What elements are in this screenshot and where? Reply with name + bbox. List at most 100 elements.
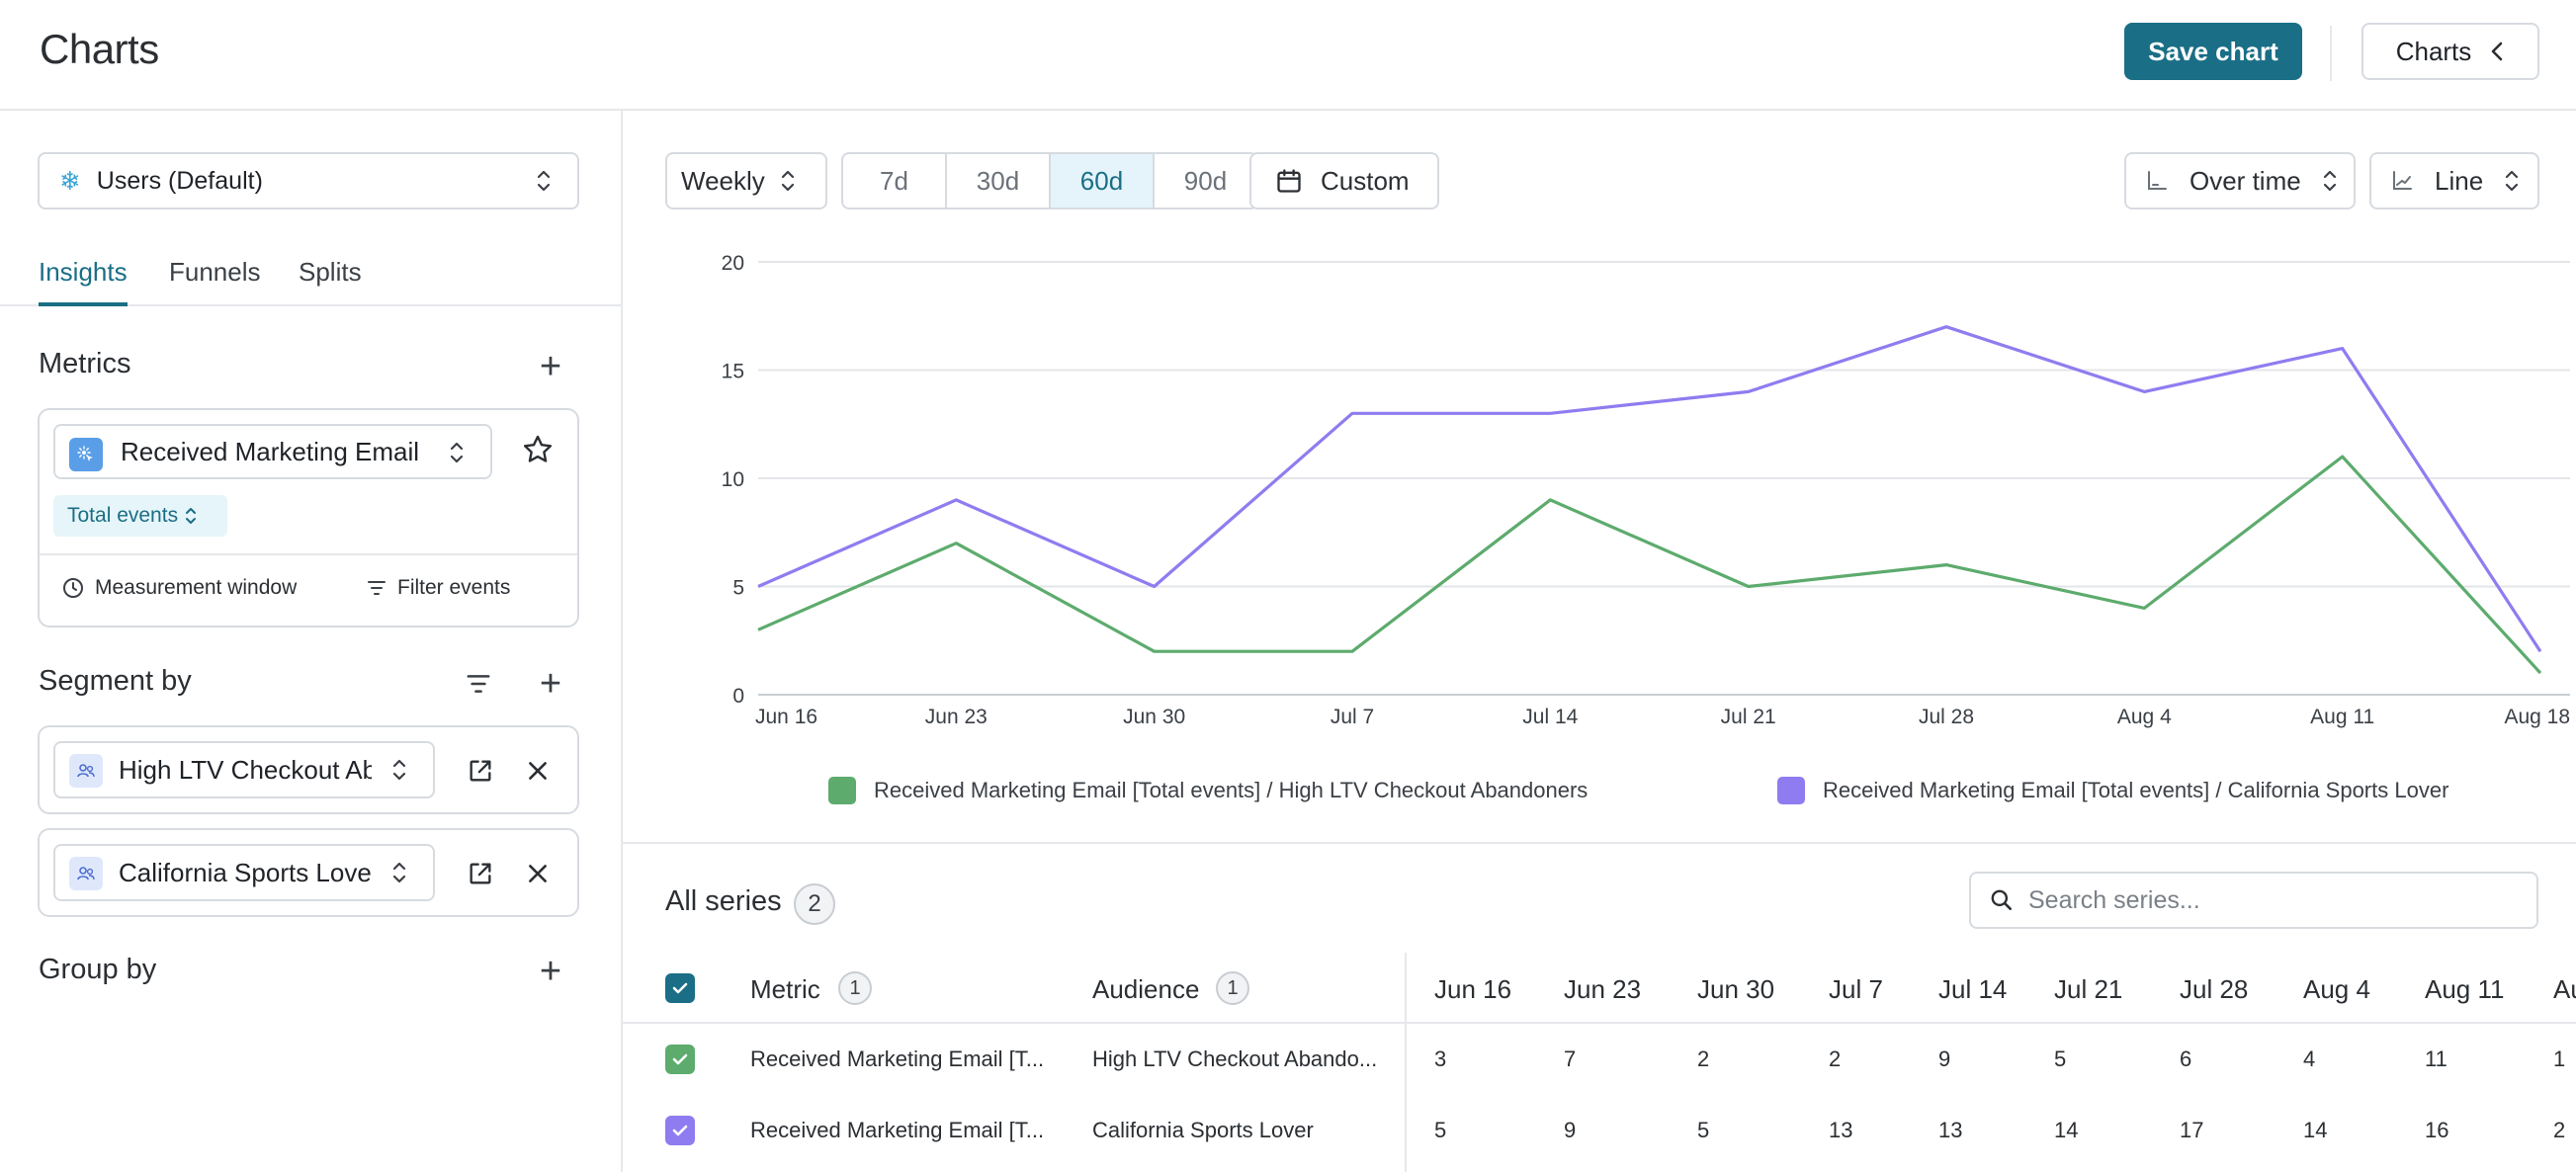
table-cell: 4 <box>2303 1046 2316 1071</box>
row-metric: Received Marketing Email [T... <box>750 1046 1045 1071</box>
table-cell: 6 <box>2180 1046 2192 1071</box>
x-tick-label: Aug 11 <box>2310 706 2374 728</box>
y-tick-label: 5 <box>732 577 744 600</box>
updown-chevron-icon <box>391 860 407 885</box>
chevron-left-icon <box>2491 42 2503 61</box>
table-cell: 5 <box>2054 1046 2067 1071</box>
series-checkbox[interactable] <box>665 1045 695 1074</box>
legend-item[interactable]: Received Marketing Email [Total events] … <box>1777 777 2448 804</box>
table-row: Received Marketing Email [T... High LTV … <box>623 1024 2576 1095</box>
custom-range-button[interactable]: Custom <box>1249 152 1439 209</box>
audience-count-badge: 1 <box>1216 971 1249 1005</box>
metrics-section-title: Metrics <box>39 348 131 379</box>
event-icon <box>69 438 103 471</box>
x-tick-label: Jul 21 <box>1721 706 1776 728</box>
table-cell: 5 <box>1434 1118 1447 1142</box>
granularity-select[interactable]: Weekly <box>665 152 827 209</box>
table-cell: 14 <box>2303 1118 2328 1142</box>
external-link-icon <box>470 863 491 884</box>
series-checkbox[interactable] <box>665 1116 695 1145</box>
check-icon <box>672 1125 688 1136</box>
date-column-header[interactable]: Jun 30 <box>1697 974 1775 1004</box>
page-title: Charts <box>40 26 159 72</box>
add-group-button[interactable]: + <box>539 950 562 992</box>
updown-chevron-icon <box>2504 168 2520 194</box>
aggregation-select[interactable]: Total events <box>53 495 228 537</box>
chart-type-label: Line <box>2435 165 2484 196</box>
tab-funnels[interactable]: Funnels <box>169 257 261 287</box>
table-cell: 3 <box>1434 1046 1447 1071</box>
segment-card: High LTV Checkout Abandoners <box>38 725 579 814</box>
segment-filter-button[interactable] <box>459 664 498 704</box>
x-tick-label: Jul 14 <box>1522 706 1578 728</box>
view-mode-select[interactable]: Over time <box>2124 152 2356 209</box>
updown-chevron-icon <box>184 505 198 527</box>
date-column-header[interactable]: Au <box>2553 974 2576 1004</box>
legend-label: Received Marketing Email [Total events] … <box>1823 778 2449 802</box>
x-tick-label: Aug 18 <box>2504 706 2570 728</box>
column-divider <box>1405 953 1407 1172</box>
custom-range-label: Custom <box>1321 165 1410 196</box>
audience-column-header[interactable]: Audience <box>1092 974 1200 1004</box>
granularity-label: Weekly <box>681 165 765 196</box>
date-column-header[interactable]: Jul 21 <box>2054 974 2123 1004</box>
metric-column-header[interactable]: Metric <box>750 974 820 1004</box>
tab-splits[interactable]: Splits <box>299 257 362 287</box>
updown-chevron-icon <box>780 168 796 194</box>
add-metric-button[interactable]: + <box>539 345 562 387</box>
date-column-header[interactable]: Jun 16 <box>1434 974 1512 1004</box>
favorite-metric-button[interactable] <box>518 430 558 469</box>
view-mode-label: Over time <box>2190 165 2301 196</box>
date-column-header[interactable]: Jun 23 <box>1564 974 1642 1004</box>
series-line[interactable] <box>757 325 2542 653</box>
row-audience: High LTV Checkout Abando... <box>1092 1046 1378 1071</box>
segment-section-title: Segment by <box>39 665 192 697</box>
date-column-header[interactable]: Jul 14 <box>1938 974 2008 1004</box>
range-90d-button[interactable]: 90d <box>1183 165 1228 196</box>
save-chart-button[interactable]: Save chart <box>2124 23 2302 80</box>
filter-icon <box>467 675 490 693</box>
check-icon <box>672 1053 688 1065</box>
row-audience: California Sports Lover <box>1092 1118 1314 1142</box>
segment-card: California Sports Lover <box>38 828 579 917</box>
legend-item[interactable]: Received Marketing Email [Total events] … <box>828 777 1588 804</box>
series-line[interactable] <box>757 455 2542 675</box>
add-segment-button[interactable]: + <box>539 662 562 705</box>
date-column-header[interactable]: Jul 7 <box>1829 974 1883 1004</box>
updown-chevron-icon <box>2322 168 2338 194</box>
measurement-window-button[interactable]: Measurement window <box>61 576 297 600</box>
select-all-checkbox[interactable] <box>665 973 695 1003</box>
date-column-header[interactable]: Aug 4 <box>2303 974 2370 1004</box>
metric-select[interactable]: Received Marketing Email <box>53 424 492 479</box>
x-tick-label: Jun 30 <box>1123 706 1185 728</box>
filter-events-button[interactable]: Filter events <box>366 576 510 600</box>
segment-name: California Sports Lover <box>119 857 372 887</box>
analysis-tabs: Insights Funnels Splits <box>0 257 623 306</box>
date-column-header[interactable]: Jul 28 <box>2180 974 2249 1004</box>
open-segment-button[interactable] <box>461 854 500 893</box>
table-cell: 17 <box>2180 1118 2204 1142</box>
remove-segment-button[interactable] <box>518 751 558 791</box>
filter-events-label: Filter events <box>397 576 511 599</box>
series-table-section: All series 2 Search series... Metric 1 A… <box>623 842 2576 1172</box>
remove-segment-button[interactable] <box>518 854 558 893</box>
chart-type-select[interactable]: Line <box>2369 152 2539 209</box>
datasource-select[interactable]: ❄ Users (Default) <box>38 152 579 209</box>
charts-panel-toggle-button[interactable]: Charts <box>2361 23 2539 80</box>
measurement-window-label: Measurement window <box>95 576 298 599</box>
range-7d-button[interactable]: 7d <box>843 154 947 208</box>
table-header: Metric 1 Audience 1 Jun 16 Jun 23 Jun 30 Ju… <box>623 953 2576 1024</box>
series-search-input[interactable]: Search series... <box>1969 872 2538 929</box>
tab-insights[interactable]: Insights <box>39 257 128 306</box>
open-segment-button[interactable] <box>461 751 500 791</box>
datasource-label: Users (Default) <box>96 166 263 195</box>
table-cell: 13 <box>1938 1118 1963 1142</box>
date-column-header[interactable]: Aug 11 <box>2425 974 2505 1004</box>
segment-select[interactable]: High LTV Checkout Abandoners <box>53 741 435 798</box>
axis-icon <box>2148 171 2167 190</box>
segment-select[interactable]: California Sports Lover <box>53 844 435 901</box>
filter-icon <box>368 581 386 595</box>
clock-icon <box>63 578 83 598</box>
range-60d-button[interactable]: 60d <box>1051 154 1155 208</box>
range-30d-button[interactable]: 30d <box>947 154 1051 208</box>
